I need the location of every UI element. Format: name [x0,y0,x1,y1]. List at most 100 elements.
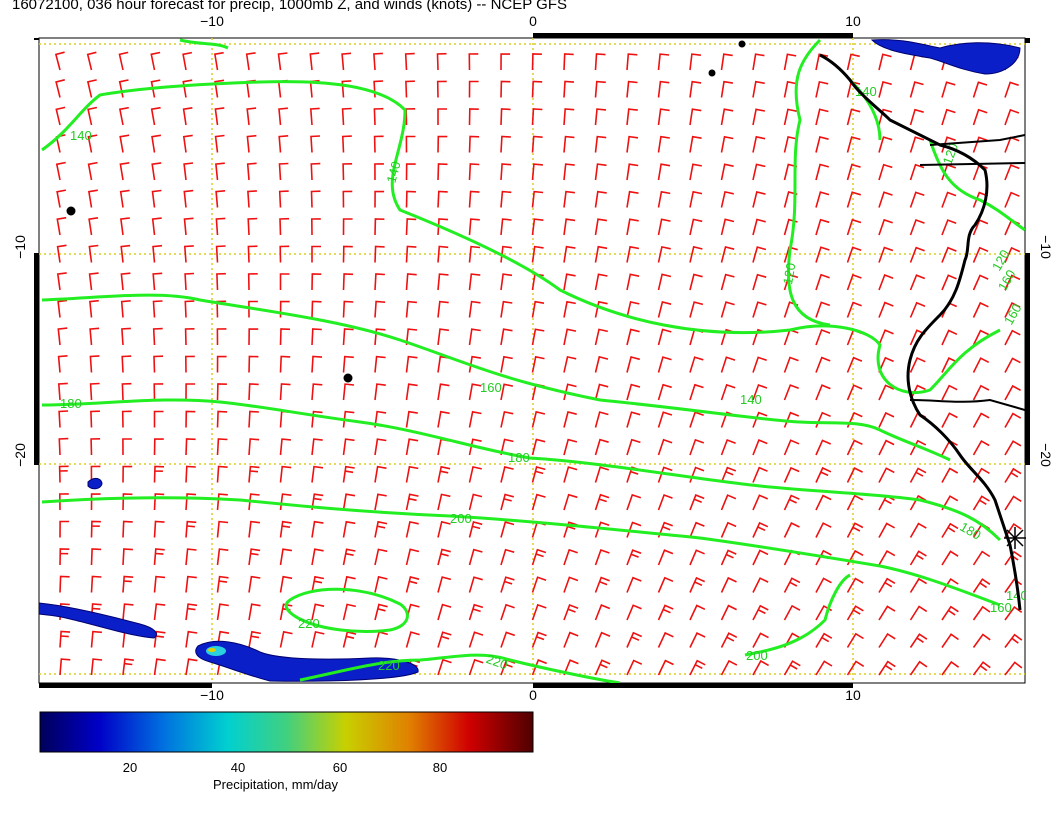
wind-barb [247,273,258,291]
wind-barb [846,605,864,621]
wind-barb [689,301,704,318]
wind-barb [279,217,290,236]
wind-barb [342,218,353,236]
wind-barb [122,603,134,621]
contour-160 [41,293,951,462]
contour-label: 200 [746,648,768,663]
wind-barb [216,272,226,291]
wind-barb [657,273,672,291]
wind-barb [500,548,515,566]
wind-barb [594,438,609,456]
wind-barb [626,604,642,621]
wind-barb [594,604,611,621]
wind-barb [500,300,513,318]
wind-barb [815,163,830,181]
wind-barb [216,355,227,373]
wind-barb [594,163,607,181]
wind-barb [878,522,895,538]
wind-barb [626,163,639,181]
wind-barb [342,603,356,621]
wind-barb [909,577,928,593]
wind-barb [248,355,259,373]
wind-barb [972,81,988,98]
wind-barb [689,494,705,511]
wind-barb [783,439,800,456]
wind-barb [437,576,452,593]
wind-barb [311,438,323,456]
wind-barb [374,300,386,318]
wind-barb [909,163,925,181]
wind-barb [59,520,70,538]
wind-barb [815,384,831,401]
wind-barb [374,383,386,401]
wind-barb [1004,191,1020,208]
wind-barb [121,327,131,346]
wind-barb [626,549,642,566]
wind-barb [311,630,325,648]
wind-barb [752,163,766,181]
wind-barb [1004,578,1023,593]
wind-barb [594,135,607,153]
wind-barb [878,273,894,291]
wind-barb [90,493,101,511]
wind-barb [657,53,670,71]
wind-barb [437,273,449,291]
wind-barb [468,576,483,593]
wind-barb [815,108,829,126]
contour-stub-top [179,38,229,50]
grid-lines [39,38,1025,683]
contour-180 [41,398,1002,542]
wind-barb [374,493,387,511]
wind-barb [58,437,69,456]
wind-barb [120,272,131,291]
wind-barb [972,412,990,428]
wind-barb [278,135,289,153]
wind-barb [752,218,766,236]
wind-barb [182,134,193,153]
wind-barb [342,520,356,538]
wind-barb [215,217,226,236]
wind-barb [150,106,161,126]
wind-barb [878,577,896,593]
wind-barb [720,218,735,236]
wind-barb [90,465,101,483]
x-tick-bottom-minus10: −10 [200,687,224,703]
wind-barb [563,190,575,208]
wind-barb [342,163,353,181]
wind-barb [657,190,671,208]
wind-barb [246,134,257,153]
wind-barb [752,383,768,401]
wind-barb [437,163,448,181]
contour-label: 220 [484,651,510,673]
wind-barb [56,244,67,263]
precip-patch-north [870,39,1021,75]
wind-barb [374,328,386,346]
wind-barb [626,300,640,318]
wind-barb [468,658,484,676]
wind-barb [815,494,832,511]
wind-barb [87,161,98,181]
wind-barb [246,162,257,181]
wind-barb [972,246,989,263]
wind-barb [657,604,674,621]
wind-barb [1004,357,1021,373]
frame-bar-right-top [1025,38,1030,43]
wind-barb [89,382,100,401]
wind-barb [90,410,100,428]
wind-barb [500,603,515,621]
wind-barb [909,246,925,263]
wind-barb [468,190,480,208]
wind-barb [878,191,893,208]
wind-barb [846,384,863,401]
wind-barb [468,383,482,401]
wind-barb [626,356,641,373]
wind-barb [909,384,926,401]
wind-barb [563,218,576,236]
wind-barb [626,190,639,208]
wind-barb [59,630,71,648]
wind-barb [153,410,164,428]
wind-barb [941,81,956,98]
wind-barb [909,660,928,676]
wind-barb [248,410,259,428]
wind-barb [657,245,671,263]
